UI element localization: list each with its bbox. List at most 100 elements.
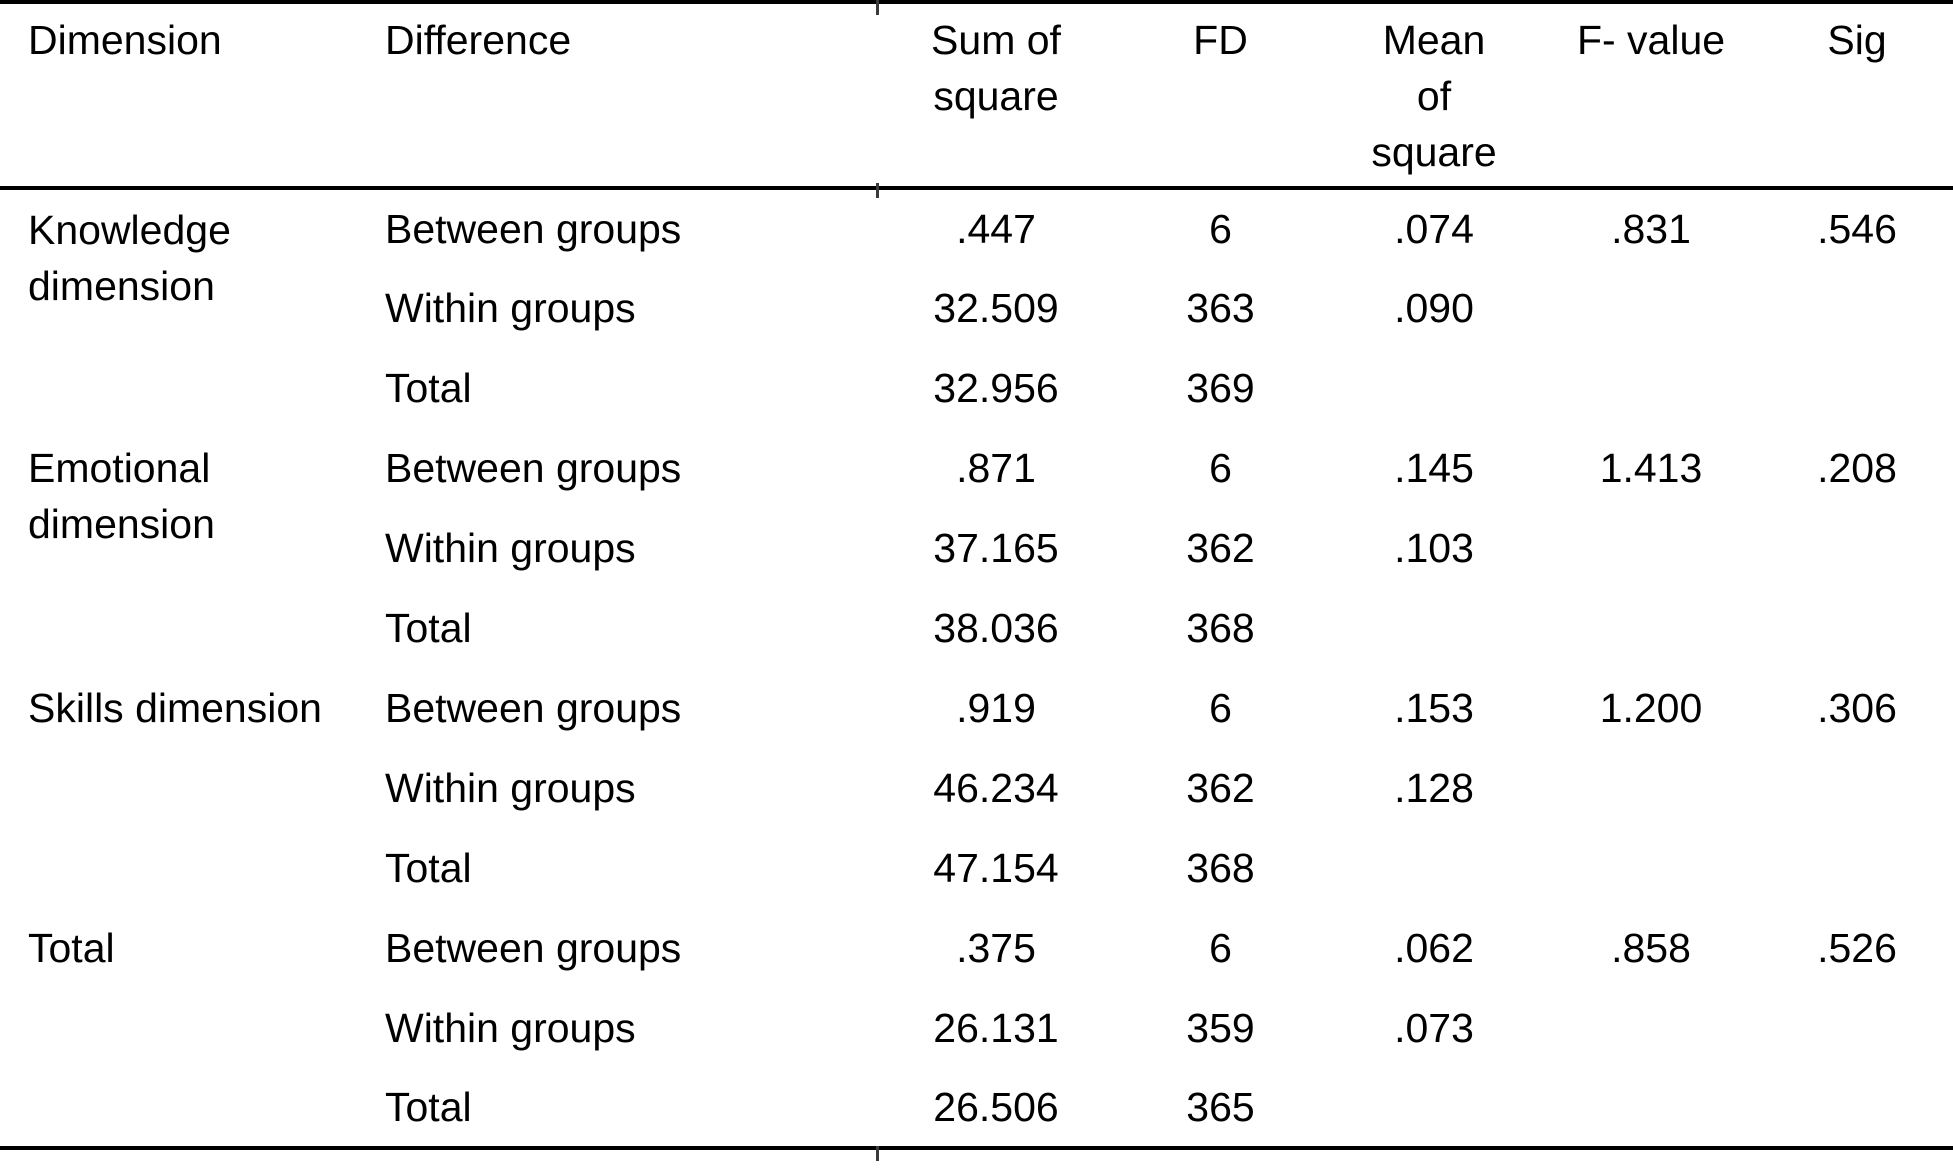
- cell-f-value: [1541, 588, 1761, 668]
- cell-mean-of-square: .073: [1394, 1005, 1474, 1051]
- cell-f-value: .831: [1611, 206, 1691, 252]
- cell-sum-of-square: 26.506: [933, 1084, 1059, 1130]
- cell-fd: 359: [1186, 1005, 1255, 1051]
- cell-difference: Within groups: [385, 285, 636, 331]
- table-row: Total 38.036 368: [0, 588, 1953, 668]
- cell-mean-of-square: .090: [1394, 285, 1474, 331]
- cell-difference: Within groups: [385, 1005, 636, 1051]
- cell-sig: [1761, 348, 1953, 428]
- col-header-mean-of-square: Mean of square: [1327, 2, 1541, 190]
- table-row: Within groups 46.234 362 .128: [0, 748, 1953, 828]
- table-row: Within groups 26.131 359 .073: [0, 988, 1953, 1068]
- cell-sig: .208: [1817, 445, 1897, 491]
- cell-sum-of-square: .375: [956, 925, 1036, 971]
- table-row: Within groups 37.165 362 .103: [0, 508, 1953, 588]
- cell-sig: [1761, 748, 1953, 828]
- cell-sig: .546: [1817, 206, 1897, 252]
- cell-sum-of-square: 37.165: [933, 525, 1059, 571]
- column-boundary-tick-bottom: [876, 1146, 879, 1161]
- cell-f-value: 1.200: [1599, 685, 1703, 731]
- cell-difference: Between groups: [385, 685, 682, 731]
- cell-dimension: Knowledge dimension: [28, 207, 231, 309]
- cell-sig: [1761, 508, 1953, 588]
- cell-fd: 363: [1186, 285, 1255, 331]
- cell-difference: Within groups: [385, 765, 636, 811]
- cell-sum-of-square: 46.234: [933, 765, 1059, 811]
- col-header-difference: Difference: [385, 2, 878, 190]
- cell-mean-of-square: .103: [1394, 525, 1474, 571]
- cell-difference: Within groups: [385, 525, 636, 571]
- cell-f-value: [1541, 988, 1761, 1068]
- cell-fd: 369: [1186, 365, 1255, 411]
- cell-fd: 6: [1209, 925, 1232, 971]
- cell-fd: 368: [1186, 605, 1255, 651]
- cell-sum-of-square: 32.956: [933, 365, 1059, 411]
- col-header-sum-of-square: Sum of square: [878, 2, 1114, 190]
- cell-mean-of-square: .153: [1394, 685, 1474, 731]
- cell-mean-of-square: .145: [1394, 445, 1474, 491]
- cell-mean-of-square: [1327, 348, 1541, 428]
- cell-f-value: [1541, 508, 1761, 588]
- cell-sig: [1761, 1068, 1953, 1148]
- cell-mean-of-square: .062: [1394, 925, 1474, 971]
- cell-difference: Total: [385, 1084, 472, 1130]
- table-header: Dimension Difference Sum of square FD Me…: [0, 2, 1953, 190]
- cell-difference: Between groups: [385, 206, 682, 252]
- cell-dimension: Total: [28, 925, 115, 971]
- cell-mean-of-square: .128: [1394, 765, 1474, 811]
- cell-f-value: [1541, 1068, 1761, 1148]
- cell-sig: [1761, 268, 1953, 348]
- table-row: Total 32.956 369: [0, 348, 1953, 428]
- cell-f-value: 1.413: [1599, 445, 1703, 491]
- cell-dimension: Emotional dimension: [28, 445, 215, 547]
- cell-sig: .526: [1817, 925, 1897, 971]
- cell-mean-of-square: .074: [1394, 206, 1474, 252]
- cell-sum-of-square: .919: [956, 685, 1036, 731]
- cell-f-value: [1541, 348, 1761, 428]
- cell-mean-of-square: [1327, 828, 1541, 908]
- cell-sum-of-square: 38.036: [933, 605, 1059, 651]
- table-row: Skills dimension Between groups .919 6 .…: [0, 668, 1953, 748]
- cell-difference: Total: [385, 605, 472, 651]
- cell-f-value: [1541, 828, 1761, 908]
- col-header-dimension: Dimension: [0, 2, 385, 190]
- cell-sig: .306: [1817, 685, 1897, 731]
- cell-sum-of-square: 26.131: [933, 1005, 1059, 1051]
- col-header-sig: Sig: [1761, 2, 1953, 190]
- cell-fd: 6: [1209, 445, 1232, 491]
- cell-difference: Between groups: [385, 925, 682, 971]
- table-row: Knowledge dimension Between groups .447 …: [0, 188, 1953, 309]
- cell-sum-of-square: .871: [956, 445, 1036, 491]
- cell-fd: 6: [1209, 206, 1232, 252]
- cell-fd: 362: [1186, 525, 1255, 571]
- cell-fd: 362: [1186, 765, 1255, 811]
- col-header-f-value: F- value: [1541, 2, 1761, 190]
- column-boundary-tick-top: [876, 0, 879, 15]
- cell-difference: Total: [385, 365, 472, 411]
- table-row: Total 47.154 368: [0, 828, 1953, 908]
- table-row: Total Between groups .375 6 .062 .858 .5…: [0, 908, 1953, 988]
- column-boundary-tick-middle: [876, 183, 879, 198]
- cell-sig: [1761, 828, 1953, 908]
- cell-dimension: Skills dimension: [28, 685, 322, 731]
- table-row: Emotional dimension Between groups .871 …: [0, 428, 1953, 547]
- cell-f-value: [1541, 268, 1761, 348]
- cell-sum-of-square: .447: [956, 206, 1036, 252]
- cell-difference: Between groups: [385, 445, 682, 491]
- table-row: Total 26.506 365: [0, 1068, 1953, 1148]
- cell-fd: 368: [1186, 845, 1255, 891]
- cell-fd: 365: [1186, 1084, 1255, 1130]
- col-header-fd: FD: [1114, 2, 1327, 190]
- cell-mean-of-square: [1327, 588, 1541, 668]
- cell-sig: [1761, 988, 1953, 1068]
- cell-mean-of-square: [1327, 1068, 1541, 1148]
- cell-difference: Total: [385, 845, 472, 891]
- cell-sum-of-square: 47.154: [933, 845, 1059, 891]
- cell-sum-of-square: 32.509: [933, 285, 1059, 331]
- table-body: Knowledge dimension Between groups .447 …: [0, 188, 1953, 1148]
- header-row: Dimension Difference Sum of square FD Me…: [0, 2, 1953, 190]
- cell-f-value: .858: [1611, 925, 1691, 971]
- anova-table: Dimension Difference Sum of square FD Me…: [0, 0, 1953, 1150]
- table-row: Within groups 32.509 363 .090: [0, 268, 1953, 348]
